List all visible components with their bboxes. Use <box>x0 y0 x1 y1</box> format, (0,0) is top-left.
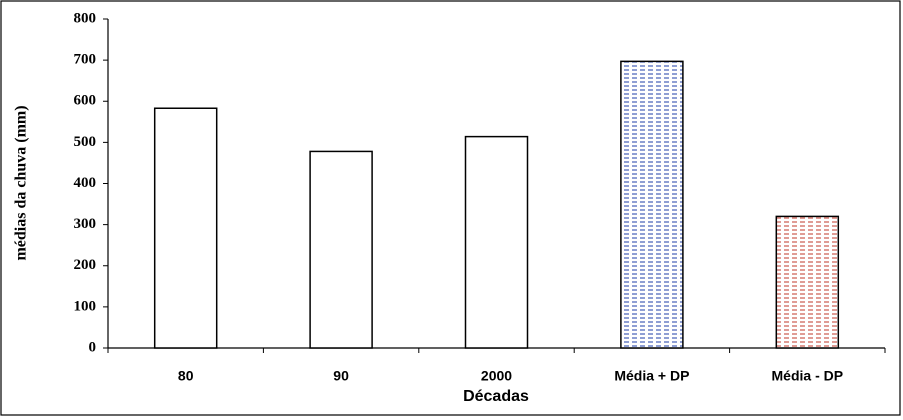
y-tick-label: 600 <box>74 93 97 109</box>
x-tick-label: Média + DP <box>614 368 689 384</box>
bar <box>620 60 684 349</box>
bar <box>775 215 840 349</box>
bar <box>153 107 218 349</box>
y-tick-label: 800 <box>74 10 97 26</box>
y-tick-label: 0 <box>89 339 97 355</box>
x-tick-label: 90 <box>333 368 349 384</box>
x-tick-label: 2000 <box>481 368 512 384</box>
y-tick-label: 100 <box>74 298 97 314</box>
y-tick-label: 400 <box>74 175 97 191</box>
bar <box>309 150 373 349</box>
y-tick-label: 200 <box>74 257 97 273</box>
y-tick-label: 500 <box>74 134 97 150</box>
x-tick-label: Média - DP <box>772 368 844 384</box>
x-axis-title: Décadas <box>463 388 529 405</box>
y-tick-label: 700 <box>74 52 97 68</box>
y-tick-label: 300 <box>74 216 97 232</box>
x-tick-label: 80 <box>178 368 194 384</box>
bar <box>464 135 529 349</box>
y-axis-title: médias da chuva (mm) <box>13 105 30 260</box>
